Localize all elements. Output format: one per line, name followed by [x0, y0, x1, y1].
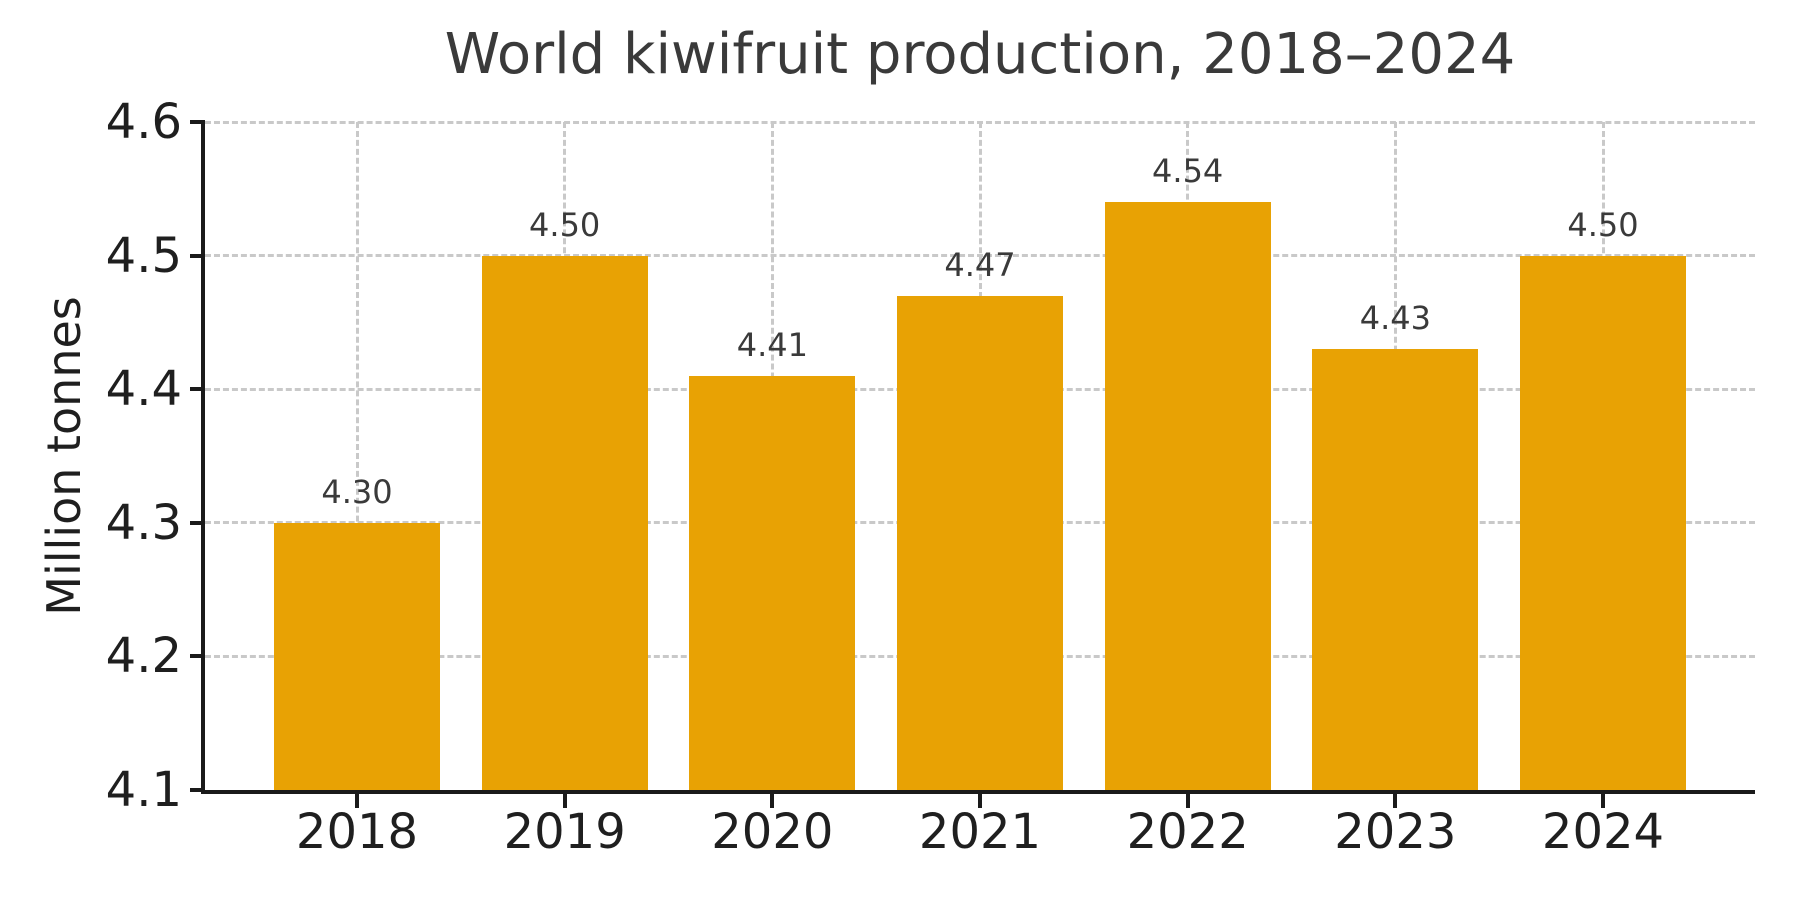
y-tick-label-4.6: 4.6: [105, 94, 182, 150]
chart-title: World kiwifruit production, 2018–2024: [444, 22, 1516, 87]
x-tick-2024: [1601, 794, 1605, 808]
x-tick-label-2022: 2022: [1126, 804, 1249, 860]
x-tick-label-2021: 2021: [918, 804, 1042, 860]
y-tick-4.2: [190, 654, 205, 659]
y-tick-4.1: [190, 788, 205, 792]
y-axis-spine: [201, 120, 205, 794]
x-tick-2019: [562, 794, 567, 808]
y-tick-4.5: [190, 253, 205, 258]
y-tick-label-4.5: 4.5: [105, 227, 182, 284]
bar-2018: [274, 522, 440, 790]
x-tick-2020: [770, 794, 775, 808]
y-tick-label-4.1: 4.1: [105, 762, 182, 818]
x-tick-2018: [355, 794, 359, 808]
bar-2021: [897, 295, 1063, 790]
v-gridline-2018: [355, 122, 359, 790]
x-tick-2022: [1185, 794, 1190, 808]
y-tick-4.4: [190, 387, 205, 392]
value-label-2021: 4.47: [944, 245, 1016, 284]
y-axis-label: Million tonnes: [37, 296, 91, 616]
x-tick-label-2024: 2024: [1541, 804, 1665, 860]
bar-2024: [1520, 255, 1686, 790]
x-tick-label-2018: 2018: [295, 804, 419, 860]
bar-2023: [1312, 349, 1479, 790]
bar-2020: [689, 375, 856, 790]
value-label-2023: 4.43: [1359, 299, 1431, 338]
y-tick-label-4.2: 4.2: [105, 628, 182, 685]
value-label-2022: 4.54: [1152, 152, 1224, 191]
y-tick-label-4.3: 4.3: [105, 494, 182, 551]
value-label-2024: 4.50: [1567, 205, 1639, 244]
x-tick-label-2020: 2020: [711, 804, 834, 860]
x-tick-label-2023: 2023: [1334, 804, 1457, 860]
value-label-2020: 4.41: [736, 325, 808, 364]
bar-2019: [481, 255, 648, 790]
x-axis-spine: [201, 790, 1755, 794]
x-tick-2023: [1393, 794, 1398, 808]
x-tick-2021: [978, 794, 982, 808]
y-tick-label-4.4: 4.4: [105, 361, 182, 418]
x-tick-label-2019: 2019: [503, 804, 626, 860]
y-tick-4.6: [190, 120, 205, 124]
bar-2022: [1104, 202, 1271, 790]
value-label-2018: 4.30: [321, 472, 393, 511]
value-label-2019: 4.50: [529, 205, 601, 244]
y-tick-4.3: [190, 520, 205, 525]
plot-area: 4.30 4.50 4.41 4.47 4.54 4.43 4.50: [205, 120, 1755, 790]
